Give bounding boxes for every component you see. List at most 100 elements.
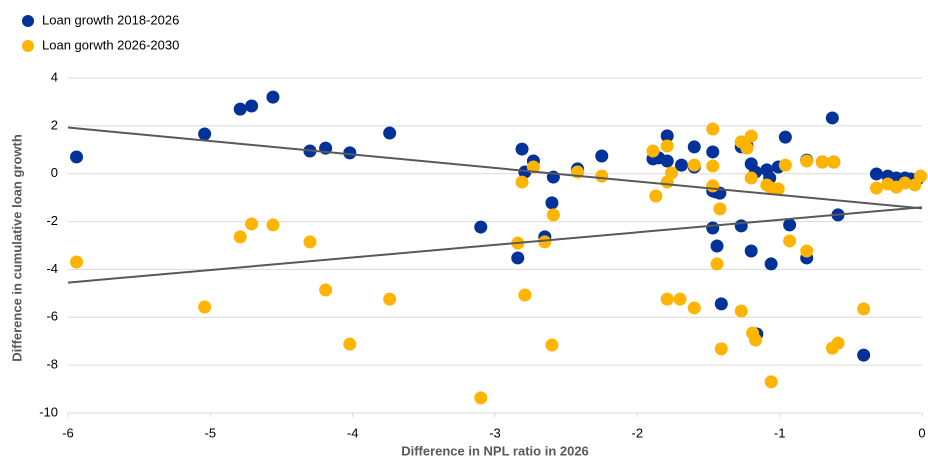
point <box>538 235 552 249</box>
point <box>319 283 333 297</box>
y-tick-label: -10 <box>39 404 58 419</box>
point <box>266 90 280 104</box>
point <box>778 158 792 172</box>
point <box>646 144 660 158</box>
point <box>710 257 724 271</box>
point <box>771 182 785 196</box>
point <box>800 154 814 168</box>
point <box>660 292 674 306</box>
point <box>660 154 674 168</box>
point <box>474 391 488 405</box>
point <box>744 171 758 185</box>
point <box>800 244 814 258</box>
point <box>898 176 912 190</box>
point <box>233 230 247 244</box>
point <box>674 158 688 172</box>
point <box>545 196 559 210</box>
point <box>713 202 727 216</box>
x-tick-label: -4 <box>347 425 359 440</box>
point <box>734 219 748 233</box>
point <box>511 251 525 265</box>
point <box>857 302 871 316</box>
point <box>825 111 839 125</box>
point <box>343 146 357 160</box>
point <box>70 150 84 164</box>
point <box>245 99 259 113</box>
point <box>660 139 674 153</box>
point <box>744 129 758 143</box>
point <box>546 208 560 222</box>
point <box>198 300 212 314</box>
point <box>706 221 720 235</box>
point <box>748 333 762 347</box>
point <box>526 160 540 174</box>
point <box>649 189 663 203</box>
point <box>266 218 280 232</box>
y-tick-label: 2 <box>51 117 58 132</box>
point <box>764 375 778 389</box>
x-tick-label: -3 <box>489 425 501 440</box>
legend-marker <box>22 15 34 27</box>
x-tick-label: -6 <box>62 425 74 440</box>
trend-line <box>67 126 923 210</box>
point <box>515 175 529 189</box>
point <box>595 149 609 163</box>
x-tick-label: -5 <box>205 425 217 440</box>
point <box>70 255 84 269</box>
point <box>545 338 559 352</box>
y-tick-label: 0 <box>51 165 58 180</box>
point <box>303 235 317 249</box>
legend-label: Loan gorwth 2026-2030 <box>42 37 179 52</box>
point <box>383 126 397 140</box>
point <box>831 336 845 350</box>
point <box>383 292 397 306</box>
x-axis-title: Difference in NPL ratio in 2026 <box>401 443 589 458</box>
point <box>744 244 758 258</box>
point <box>687 301 701 315</box>
y-tick-label: 4 <box>51 69 58 84</box>
point <box>706 159 720 173</box>
point <box>198 127 212 141</box>
point <box>245 217 259 231</box>
point <box>778 130 792 144</box>
legend-label: Loan growth 2018-2026 <box>42 12 179 27</box>
point <box>664 166 678 180</box>
x-tick-label: -2 <box>632 425 644 440</box>
point <box>687 158 701 172</box>
y-tick-label: -6 <box>46 309 58 324</box>
point <box>706 145 720 159</box>
point <box>343 337 357 351</box>
trend-line <box>67 206 923 284</box>
x-tick-label: -1 <box>774 425 786 440</box>
point <box>740 141 754 155</box>
point <box>783 234 797 248</box>
point <box>914 169 928 183</box>
point <box>869 181 883 195</box>
point <box>710 239 724 253</box>
point <box>706 179 720 193</box>
point <box>660 129 674 143</box>
point <box>673 292 687 306</box>
point <box>595 169 609 183</box>
y-tick-label: -2 <box>46 213 58 228</box>
point <box>869 167 883 181</box>
point <box>706 122 720 136</box>
x-tick-label: 0 <box>918 425 925 440</box>
point <box>474 220 488 234</box>
point <box>233 102 247 116</box>
legend-marker <box>22 40 34 52</box>
point <box>518 288 532 302</box>
point <box>764 257 778 271</box>
point <box>815 155 829 169</box>
point <box>783 218 797 232</box>
point <box>827 155 841 169</box>
y-tick-label: -4 <box>46 261 58 276</box>
point <box>857 348 871 362</box>
y-tick-label: -8 <box>46 357 58 372</box>
point <box>714 297 728 311</box>
point <box>515 142 529 156</box>
point <box>687 140 701 154</box>
point <box>734 304 748 318</box>
y-axis-title: Difference in cumulative loan growth <box>9 134 24 362</box>
point <box>714 342 728 356</box>
